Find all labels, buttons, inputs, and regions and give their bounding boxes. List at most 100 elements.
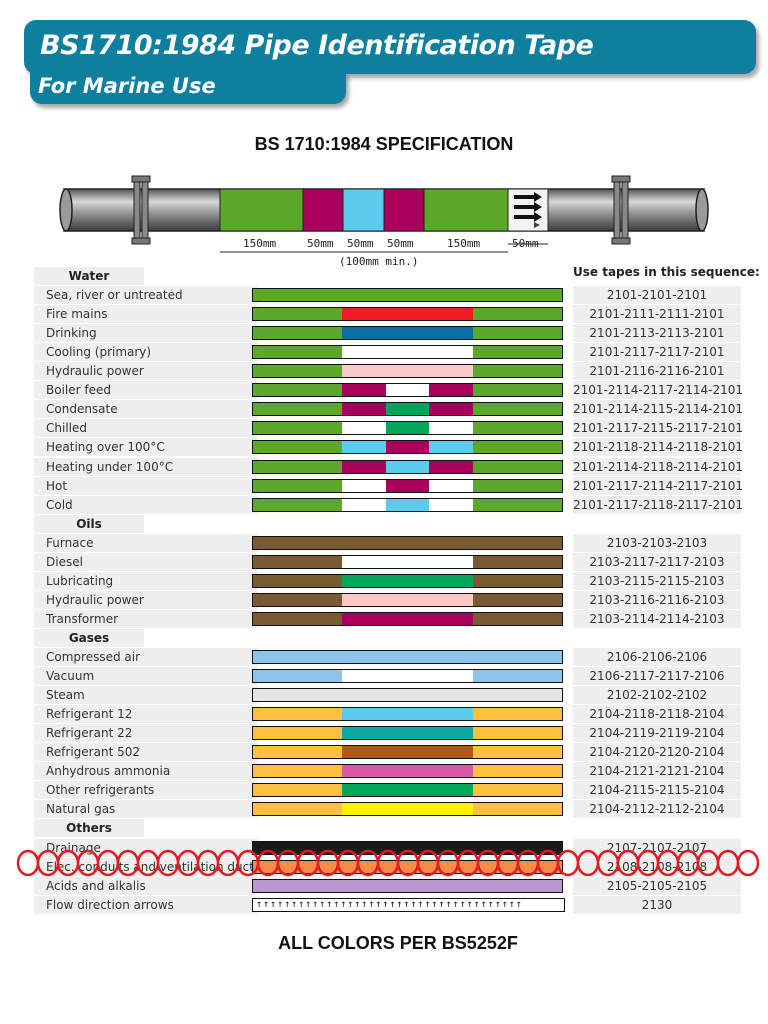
tape-segment (472, 670, 562, 683)
table-row: Acids and alkalis 2105-2105-2105 (34, 876, 741, 895)
tape-sequence-code: 2104-2115-2115-2104 (573, 781, 741, 800)
tape-segment (253, 479, 343, 492)
tape-segment (472, 555, 562, 568)
tape-segment (342, 422, 386, 435)
table-row: Drinking 2101-2113-2113-2101 (34, 324, 741, 343)
pipe-content-label: Cold (34, 495, 258, 514)
pipe-content-label: Natural gas (34, 800, 258, 819)
table-row: Transformer 2103-2114-2114-2103 (34, 609, 741, 628)
tape-segment (253, 403, 343, 416)
table-row: Refrigerant 12 2104-2118-2118-2104 (34, 705, 741, 724)
table-row: Boiler feed 2101-2114-2117-2114-2101 (34, 381, 743, 400)
tape-segment (253, 536, 562, 549)
pipe-content-label: Heating over 100°C (34, 438, 258, 457)
pipe-content-label: Cooling (primary) (34, 343, 258, 362)
tape-segment (342, 670, 473, 683)
tape-segment (253, 593, 343, 606)
tape-segment (429, 460, 473, 473)
header-banner (24, 20, 756, 74)
pipe-content-label: Furnace (34, 533, 258, 552)
tape-segment (429, 384, 473, 397)
tape-sequence-code: 2101-2117-2115-2117-2101 (573, 419, 744, 438)
tape-sequence-code: 2103-2117-2117-2103 (573, 552, 741, 571)
tape-sequence-code: 2130 (573, 895, 741, 914)
tape-segment (472, 403, 562, 416)
page-title: BS1710:1984 Pipe Identification Tape (40, 30, 594, 61)
tape-sequence-code: 2103-2116-2116-2103 (573, 590, 741, 609)
tape-color-swatch (252, 497, 563, 512)
tape-color-swatch (252, 707, 563, 722)
tape-segment (253, 308, 343, 321)
table-row: Flow direction arrows ↑↑↑↑↑↑↑↑↑↑↑↑↑↑↑↑↑↑↑… (34, 895, 741, 914)
table-row: Cooling (primary) 2101-2117-2117-2101 (34, 343, 741, 362)
table-row: Refrigerant 502 2104-2120-2120-2104 (34, 743, 741, 762)
band-light-blue (342, 188, 385, 232)
tape-sequence-code: 2101-2118-2114-2118-2101 (573, 438, 744, 457)
flange-right (611, 175, 631, 245)
pipe-content-label: Hot (34, 476, 258, 495)
section-header-water: Water (34, 267, 144, 285)
tape-segment (253, 651, 562, 663)
table-row: Vacuum 2106-2117-2117-2106 (34, 667, 741, 686)
tape-segment (342, 765, 473, 778)
tape-color-swatch (252, 573, 563, 588)
dim-label-50-b: 50mm (347, 237, 374, 250)
table-row: Heating over 100°C 2101-2118-2114-2118-21… (34, 438, 744, 457)
tape-color-swatch (252, 611, 563, 626)
tape-sequence-code: 2104-2119-2119-2104 (573, 724, 741, 743)
table-row: Refrigerant 22 2104-2119-2119-2104 (34, 724, 741, 743)
tape-segment (253, 746, 343, 759)
pipe-content-label: Refrigerant 12 (34, 705, 258, 724)
tape-segment (342, 460, 386, 473)
tape-color-swatch (252, 459, 563, 474)
tape-sequence-code: 2101-2117-2114-2117-2101 (573, 476, 744, 495)
sequence-heading: Use tapes in this sequence: (573, 265, 760, 279)
tape-segment (472, 479, 562, 492)
tape-segment (253, 555, 343, 568)
tape-color-swatch (252, 364, 563, 379)
table-row: Hot 2101-2117-2114-2117-2101 (34, 476, 744, 495)
tape-sequence-code: 2101-2111-2111-2101 (573, 305, 741, 324)
table-row: Lubricating 2103-2115-2115-2103 (34, 571, 741, 590)
pipe-content-label: Sea, river or untreated (34, 286, 258, 305)
table-row: Cold 2101-2117-2118-2117-2101 (34, 495, 744, 514)
tape-segment (472, 574, 562, 587)
band-green-left (219, 188, 304, 232)
tape-segment (342, 727, 473, 740)
tape-color-swatch (252, 592, 563, 607)
tape-segment (253, 365, 343, 378)
pipe-content-label: Transformer (34, 609, 258, 628)
table-row: Anhydrous ammonia 2104-2121-2121-2104 (34, 762, 741, 781)
table-row: Furnace 2103-2103-2103 (34, 533, 741, 552)
tape-segment (253, 384, 343, 397)
section-header-oils: Oils (34, 514, 144, 533)
pipe-content-label: Lubricating (34, 571, 258, 590)
tape-color-swatch (252, 288, 563, 303)
dim-label-50-a: 50mm (307, 237, 334, 250)
tape-segment (253, 460, 343, 473)
tape-segment (472, 593, 562, 606)
tape-segment (253, 727, 343, 740)
tape-color-swatch (252, 402, 563, 417)
tape-color-swatch (252, 478, 563, 493)
pipe-content-label: Diesel (34, 552, 258, 571)
tape-segment (253, 441, 343, 454)
table-row: Natural gas 2104-2112-2112-2104 (34, 800, 741, 819)
pipe-content-label: Refrigerant 502 (34, 743, 258, 762)
pipe-content-label: Flow direction arrows (34, 895, 258, 914)
tape-color-swatch (252, 383, 563, 398)
tape-segment (253, 670, 343, 683)
tape-sequence-code: 2102-2102-2102 (573, 686, 741, 705)
tape-segment (342, 612, 473, 625)
pipe-diagram (59, 175, 709, 253)
tape-segment (342, 441, 386, 454)
band-crimson-left (302, 188, 344, 232)
tape-color-swatch (252, 307, 563, 322)
tape-sequence-code: 2101-2117-2118-2117-2101 (573, 495, 744, 514)
tape-segment (342, 308, 473, 321)
section-header-others: Others (34, 819, 144, 838)
tape-color-swatch (252, 440, 563, 455)
tape-sequence-code: 2105-2105-2105 (573, 876, 741, 895)
tape-color-swatch (252, 859, 563, 874)
table-row: Heating under 100°C 2101-2114-2118-2114-2… (34, 457, 743, 476)
